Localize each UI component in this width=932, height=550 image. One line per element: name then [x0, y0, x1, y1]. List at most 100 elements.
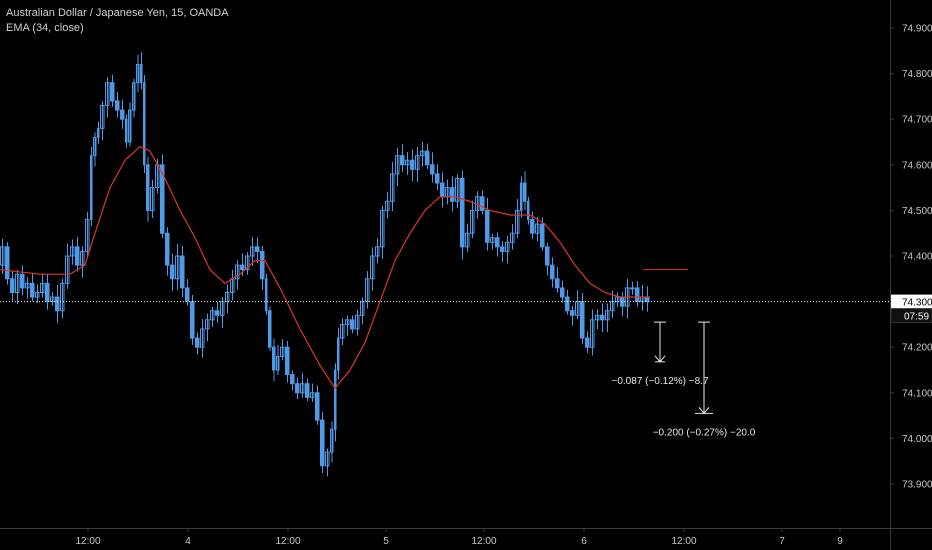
price-candle	[600, 314, 605, 321]
price-candle	[340, 323, 345, 339]
price-candle	[146, 164, 150, 211]
price-candle	[527, 200, 530, 221]
price-candle	[255, 246, 260, 252]
y-tick-label: 73.900	[902, 480, 932, 491]
price-candle	[337, 337, 340, 371]
price-candle	[310, 392, 315, 398]
price-candle	[334, 369, 337, 430]
price-candle	[345, 319, 350, 325]
price-candle	[175, 255, 180, 280]
price-candle	[350, 319, 355, 330]
price-candle	[495, 237, 500, 248]
price-candle	[210, 310, 215, 321]
price-candle	[435, 173, 440, 184]
price-candle	[268, 310, 272, 348]
price-candle	[535, 223, 540, 234]
price-candle	[128, 109, 132, 143]
price-candle	[315, 392, 320, 421]
price-candle	[272, 346, 276, 371]
price-candle	[460, 177, 465, 248]
symbol-title[interactable]: Australian Dollar / Japanese Yen, 15, OA…	[6, 7, 229, 19]
price-candle	[195, 337, 200, 348]
x-tick-label: 12:00	[275, 536, 300, 547]
price-candle	[250, 246, 255, 257]
price-candle	[570, 310, 575, 316]
price-candle	[85, 219, 90, 252]
price-candle	[365, 278, 370, 303]
price-candle	[45, 282, 50, 303]
x-tick-label: 12:00	[75, 536, 100, 547]
price-candle	[80, 250, 85, 266]
price-candle	[200, 328, 205, 348]
price-candle	[485, 209, 490, 243]
price-candle	[260, 250, 265, 280]
price-candle	[420, 150, 425, 157]
price-candle	[575, 301, 580, 316]
price-candle	[190, 301, 195, 339]
price-candle	[440, 182, 445, 198]
drawing-overlays[interactable]: −0.087 (−0.12%) −8.7 −0.200 (−0.27%) −20.…	[0, 269, 890, 439]
price-candle	[530, 219, 535, 234]
price-series	[0, 52, 650, 477]
price-candle	[110, 82, 115, 102]
price-candle	[305, 383, 310, 398]
price-candle	[235, 264, 240, 280]
price-candle	[630, 287, 635, 290]
price-candle	[165, 232, 170, 266]
price-candle	[35, 291, 40, 298]
y-tick-label: 74.900	[902, 24, 932, 35]
price-candle	[20, 273, 25, 289]
price-candle	[580, 301, 585, 339]
price-candle	[515, 209, 520, 234]
y-tick-label: 74.000	[902, 434, 932, 445]
x-tick-label: 12:00	[471, 536, 496, 547]
price-candle	[523, 182, 527, 202]
countdown-badge	[890, 308, 932, 324]
price-candle	[285, 346, 290, 376]
price-candle	[50, 296, 55, 303]
price-candle	[280, 346, 285, 357]
price-candle	[136, 63, 140, 84]
price-candle	[425, 150, 430, 166]
y-tick-label: 74.500	[902, 206, 932, 217]
price-candle	[490, 237, 495, 243]
indicator-label[interactable]: EMA (34, close)	[6, 22, 84, 34]
price-candle	[30, 282, 35, 298]
price-candle	[25, 282, 30, 289]
x-tick-label: 12:00	[671, 536, 696, 547]
price-candle	[10, 278, 15, 293]
price-candle	[215, 310, 220, 316]
price-candle	[430, 164, 435, 175]
price-candle	[325, 451, 330, 467]
x-tick-label: 7	[779, 536, 785, 547]
price-candle	[355, 314, 360, 330]
price-candle	[390, 173, 395, 202]
price-candle	[635, 287, 640, 303]
price-candle	[550, 264, 555, 280]
price-candle	[385, 200, 390, 211]
price-candle	[295, 383, 300, 394]
price-candle	[595, 314, 600, 321]
price-candle	[370, 255, 375, 280]
price-candle	[276, 355, 280, 371]
price-candle	[330, 428, 334, 453]
price-candle	[205, 319, 210, 330]
measure-label: −0.087 (−0.12%) −8.7	[611, 376, 708, 387]
price-candle	[320, 419, 325, 467]
price-candle	[225, 291, 230, 303]
price-candle	[645, 296, 650, 303]
price-candle	[70, 246, 75, 257]
current-price-label: 74.300	[902, 298, 932, 309]
price-candle	[97, 127, 100, 138]
price-candle	[170, 264, 175, 280]
price-candle	[510, 232, 515, 243]
price-candle	[400, 155, 405, 166]
price-candle	[500, 246, 505, 252]
price-candle	[100, 105, 105, 129]
price-candle	[300, 383, 305, 394]
y-tick-label: 74.400	[902, 252, 932, 263]
ema-series	[0, 145, 650, 390]
x-tick-label: 5	[383, 536, 389, 547]
price-candle	[240, 264, 245, 271]
